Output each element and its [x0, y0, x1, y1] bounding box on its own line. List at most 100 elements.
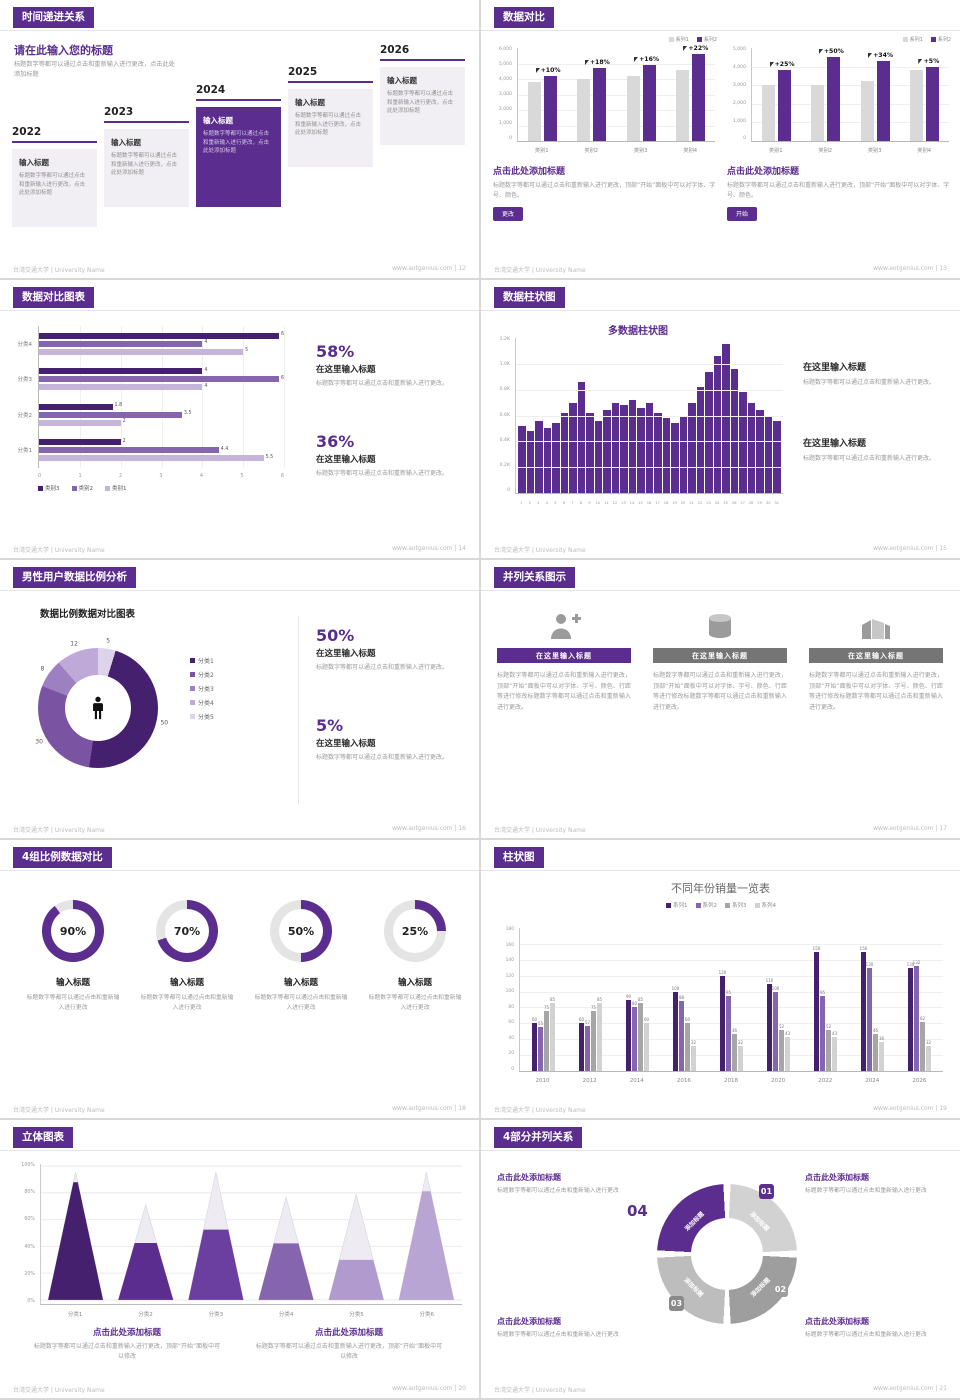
bar: 95 [726, 990, 731, 1071]
slide-21-four-part-relation: 4部分并列关系 添加标题 添加标题 添加标题 添加标题 01 02 03 04 … [481, 1120, 960, 1398]
growth-label: +5% [918, 58, 939, 65]
bar-value-label: 62 [919, 1015, 926, 1021]
bar [811, 85, 825, 141]
bar: 130 [866, 962, 873, 1071]
bar: 55 [538, 1021, 543, 1071]
card-body: 标题数字等都可以通过点击和重新输入进行更改，点击此处添加标题 [19, 173, 86, 197]
bar [552, 423, 560, 493]
legend-item: 系列2 [696, 36, 717, 43]
bar [628, 400, 637, 493]
bar-value-label: 150 [859, 945, 868, 951]
bar [696, 387, 705, 493]
ring-column: 90% 输入标题 标题数字等都可以通过点击和重新输入进行更改 [26, 900, 120, 1013]
panel-caption: 点击此处添加标题 [727, 167, 800, 177]
footer-university: 台湾交通大学 | University Name [494, 1387, 586, 1394]
bar [909, 70, 923, 141]
ring-column: 50% 输入标题 标题数字等都可以通过点击和重新输入进行更改 [254, 900, 348, 1013]
footer-site-page: www.aotgenius.com | 18 [392, 1105, 466, 1112]
chart-title: 数据比例数据对比图表 [40, 609, 136, 620]
timeline-card: 输入标题 标题数字等都可以通过点击和重新输入进行更改，点击此处添加标题 [380, 67, 465, 145]
bar-value-label: 46 [731, 1028, 738, 1034]
slide-header: 柱状图 [481, 840, 960, 871]
category-axis: 分类4 分类3 分类2 分类1 [17, 341, 33, 455]
plot-area: +25% +50% +34% +5% [751, 48, 949, 142]
bar [675, 69, 689, 141]
chart-legend: 系列1 系列2 [668, 36, 717, 43]
bar-value-label: 32 [737, 1039, 744, 1045]
chart-legend: 分类1 分类2 分类3 分类4 分类5 [190, 656, 214, 721]
bar-value-label: 60 [578, 1017, 585, 1023]
bar [739, 392, 747, 493]
slide-17-parallel-relations: 并列关系图示 在这里输入标题 标题数字等都可以通过点击和重新输入进行更改，顶部“… [481, 560, 960, 838]
corner-text-block: 点击此处添加标题 标题数字等都可以通过点击和重新输入进行更改 [497, 1172, 639, 1197]
bar: 85 [638, 997, 643, 1071]
slide-title-chip: 数据柱状图 [494, 287, 565, 308]
action-button[interactable]: 开始 [727, 206, 758, 221]
timeline-card: 输入标题 标题数字等都可以通过点击和重新输入进行更改，点击此处添加标题 [12, 149, 97, 227]
block-body: 标题数字等都可以通过点击和重新输入进行更改。 [803, 379, 936, 386]
slide-14-bar-comparison: 数据对比图表 分类4 分类3 分类2 分类1 6 4 5 4 6 4 1.8 3.5 2 2 4.4 5.5 0… [0, 280, 479, 558]
bar-value-label: 130 [865, 961, 874, 967]
bar [764, 415, 773, 493]
ring-percent: 50% [287, 924, 315, 938]
chart-legend: 类别3 类别2 类别1 [38, 484, 127, 492]
column-title-button[interactable]: 在这里输入标题 [809, 648, 943, 663]
bar-value-label: 132 [912, 960, 921, 966]
bar-value-label: 32 [925, 1039, 932, 1045]
slide-header: 数据对比图表 [0, 280, 479, 311]
bar [543, 428, 552, 493]
bar-group: 150 130 46 36 [849, 928, 896, 1071]
stat-title: 在这里输入标题 [316, 365, 376, 375]
legend-item: 分类4 [190, 698, 214, 707]
bar [713, 356, 722, 493]
slide-footer: 台湾交通大学 | University Name www.aotgenius.c… [13, 825, 466, 834]
slice-value-label: 12 [70, 640, 78, 648]
action-button[interactable]: 更改 [493, 206, 524, 221]
stat-percent: 58% [316, 342, 355, 361]
bar [518, 425, 526, 493]
x-axis: 类别1 类别2 类别3 类别4 [534, 147, 698, 154]
bar [39, 384, 203, 391]
footer-university: 台湾交通大学 | University Name [13, 1107, 105, 1114]
footer-university: 台湾交通大学 | University Name [494, 1107, 586, 1114]
legend-item: 系列1 [666, 901, 688, 909]
bar [691, 54, 705, 141]
bar-value-label: 60 [684, 1017, 691, 1023]
bar-group: 60 57 75 85 [567, 928, 614, 1071]
chart-title: 不同年份销量一览表 [671, 882, 770, 895]
column-title-button[interactable]: 在这里输入标题 [497, 648, 631, 663]
compare-panel-right: 系列1 系列2 5,000 4,000 3,000 2,000 1,000 0 +25% +50%… [727, 36, 953, 221]
legend-item: 类别2 [71, 484, 93, 492]
slide-title-chip: 4部分并列关系 [494, 1127, 583, 1148]
bar [593, 68, 607, 141]
progress-ring: 50% [270, 900, 332, 962]
bar: 90 [626, 994, 631, 1071]
bar [722, 344, 730, 493]
text-block: 在这里输入标题 标题数字等都可以通过点击和重新输入进行更改。 [803, 360, 943, 388]
block-title: 点击此处添加标题 [314, 1328, 383, 1338]
marker-icon [868, 53, 873, 59]
footer-university: 台湾交通大学 | University Name [13, 267, 105, 274]
compare-panel-left: 系列1 系列2 6,000 5,000 4,000 3,000 2,000 1,000 0 +10… [493, 36, 719, 221]
corner-text-block: 点击此处添加标题 标题数字等都可以通过点击和重新输入进行更改 [497, 1316, 639, 1341]
plot-area [40, 1164, 463, 1305]
bar [730, 369, 739, 493]
plot-area: +10% +18% +16% +22% [517, 45, 715, 142]
bar [39, 348, 244, 355]
column-title-button[interactable]: 在这里输入标题 [653, 648, 787, 663]
bar-value-label: 1.8 [114, 403, 123, 409]
timeline-year: 2024 [196, 84, 281, 101]
marker-icon [634, 57, 639, 63]
bar-group: 100 88 60 32 [661, 928, 708, 1071]
legend-item: 分类1 [190, 656, 214, 665]
bar [671, 423, 679, 493]
bar [860, 81, 874, 141]
bar: 88 [679, 995, 684, 1071]
progress-ring: 25% [384, 900, 446, 962]
x-axis: 类别1 类别2 类别3 类别4 [768, 147, 932, 154]
bar-value-label: 43 [831, 1030, 838, 1036]
donut-chart: 5 50 30 8 12 [20, 630, 176, 786]
cycle-diagram: 添加标题 添加标题 添加标题 添加标题 01 02 03 04 [627, 1184, 797, 1324]
bar [39, 447, 219, 454]
